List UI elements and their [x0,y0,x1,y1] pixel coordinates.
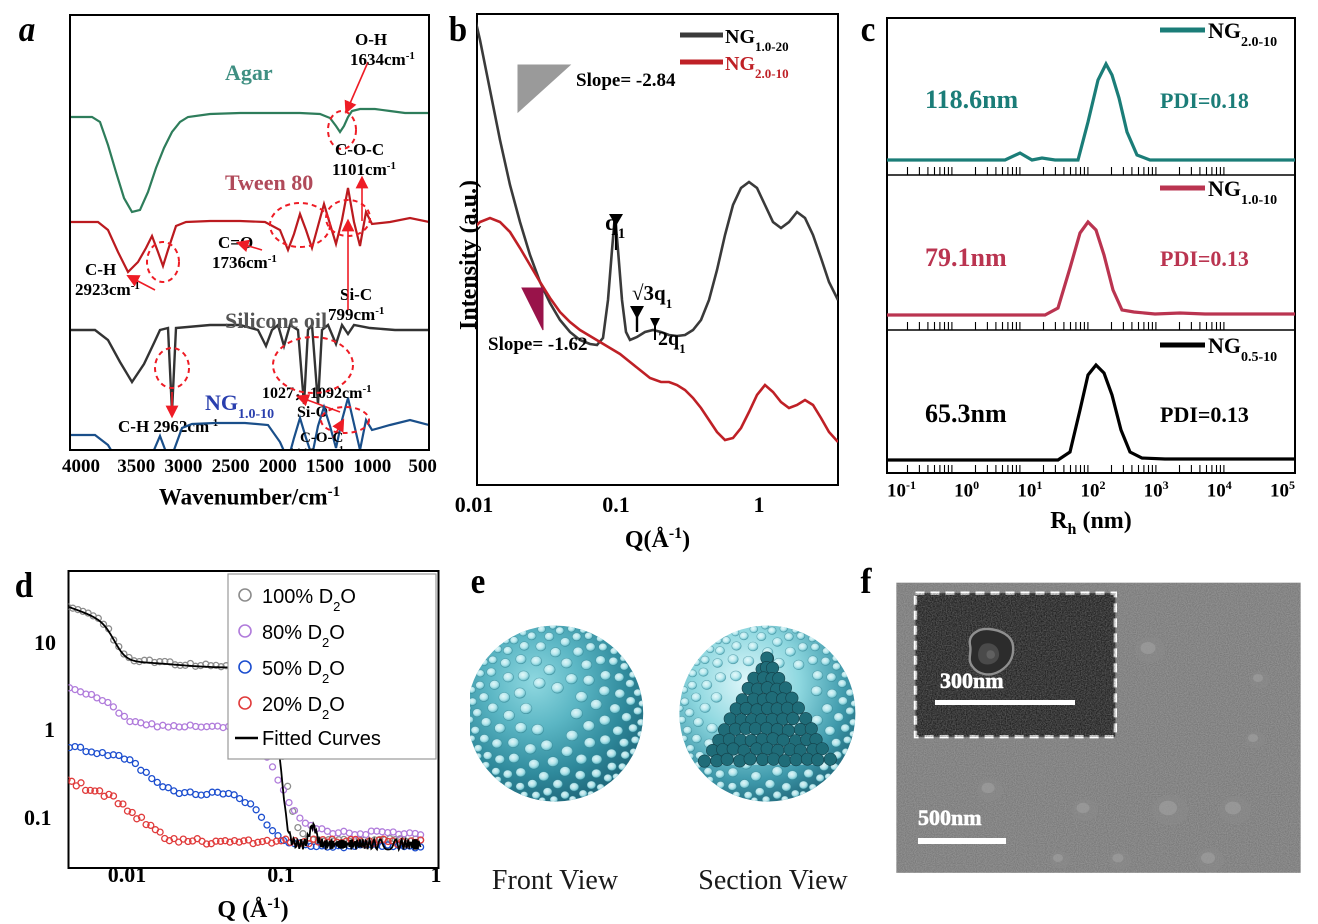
svg-text:1736cm-1: 1736cm-1 [212,253,277,272]
svg-text:C-H: C-H [85,260,116,279]
svg-text:O-H: O-H [355,30,387,49]
svg-text:300nm: 300nm [940,668,1004,693]
svg-text:Fitted Curves: Fitted Curves [262,728,381,750]
svg-text:Si-C: Si-C [340,285,372,304]
svg-text:2923cm-1: 2923cm-1 [75,280,140,299]
svg-text:Tween 80: Tween 80 [225,170,313,195]
svg-text:PDI=0.13: PDI=0.13 [1160,246,1249,271]
svg-text:118.6nm: 118.6nm [925,85,1019,114]
svg-text:C=O: C=O [218,233,253,252]
svg-text:500nm: 500nm [918,805,982,830]
svg-text:1634cm-1: 1634cm-1 [350,50,415,69]
svg-text:Silicone oil: Silicone oil [225,308,327,333]
svg-text:C-O-C: C-O-C [335,140,384,159]
svg-text:PDI=0.13: PDI=0.13 [1160,402,1249,427]
svg-text:Slope= -1.62: Slope= -1.62 [488,334,588,355]
svg-text:Agar: Agar [225,60,273,85]
svg-text:65.3nm: 65.3nm [925,399,1007,428]
svg-text:PDI=0.18: PDI=0.18 [1160,88,1249,113]
svg-text:1101cm-1: 1101cm-1 [332,160,396,179]
svg-text:C-H 2962cm-1: C-H 2962cm-1 [118,417,218,436]
svg-text:Slope= -2.84: Slope= -2.84 [576,70,676,91]
svg-text:79.1nm: 79.1nm [925,243,1007,272]
